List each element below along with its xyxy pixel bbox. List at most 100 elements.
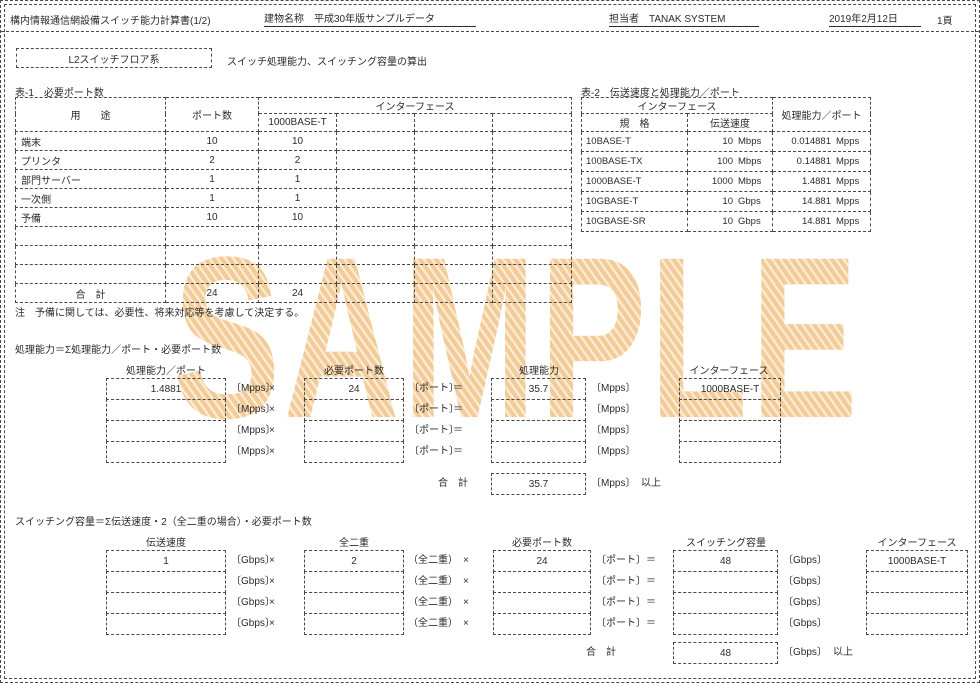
equals-operator: ＝ — [453, 446, 463, 457]
if-cell: 10 — [258, 131, 337, 151]
interface-box — [679, 420, 781, 442]
table-row: 10BASE-T 10 Mbps 0.014881 Mpps — [581, 131, 871, 152]
total-if — [492, 283, 572, 303]
if-cell — [414, 131, 493, 151]
calc1-total-value: 35.7 — [528, 478, 549, 490]
speed-unit: Gbps — [738, 216, 761, 227]
usage-cell: 端末 — [15, 131, 166, 151]
speed-unit: Mbps — [738, 136, 762, 147]
table-row: プリンタ 2 2 — [15, 150, 572, 170]
unit-gbps: 〔Gbps〕 — [231, 618, 275, 629]
interface-box — [679, 399, 781, 421]
unit-port: 〔ポート〕 — [409, 404, 459, 415]
if-cell — [336, 188, 415, 208]
calc2-head-interface: インターフェース — [877, 538, 957, 549]
if-cell: 2 — [258, 150, 337, 170]
ports-cell: 1 — [165, 169, 259, 189]
ports-box — [493, 592, 591, 614]
table1-header-ports: ポート数 — [165, 97, 259, 132]
if-cell: 1 — [258, 188, 337, 208]
ports-box — [493, 613, 591, 635]
if-cell — [492, 188, 572, 208]
capacity-value: 35.7 — [528, 383, 549, 395]
total-label: 合 計 — [586, 647, 616, 658]
if-cell — [258, 264, 337, 284]
times-operator: × — [463, 555, 469, 566]
calc1-row: 〔Mpps〕 × 〔ポート〕 ＝ 〔Mpps〕 — [1, 399, 979, 421]
table-row — [15, 264, 572, 284]
section-subtitle: スイッチ処理能力、スイッチング容量の算出 — [227, 57, 427, 68]
calc2-row: 〔Gbps〕 × （全二重） × 〔ポート〕 ＝ 〔Gbps〕 — [1, 592, 979, 614]
capacity-cell: 1.4881 Mpps — [772, 171, 871, 192]
speed-box — [106, 613, 226, 635]
standard-cell: 10GBASE-SR — [581, 211, 688, 232]
unit-gbps: 〔Gbps〕 — [231, 576, 275, 587]
standard-cell: 10BASE-T — [581, 131, 688, 152]
calc1-total-box: 35.7 — [491, 473, 586, 495]
if-cell: 1 — [258, 169, 337, 189]
speed-cell: 1000 Mbps — [687, 171, 773, 192]
interface-box — [866, 592, 968, 614]
if-cell — [336, 169, 415, 189]
times-operator: × — [269, 555, 275, 566]
table2-title: 表-2 伝送速度と処理能力／ポート — [581, 88, 740, 99]
if-cell — [414, 245, 493, 265]
table1-note: 注 予備に関しては、必要性、将来対応等を考慮して決定する。 — [15, 308, 305, 319]
duplex-box — [304, 571, 404, 593]
table-row: 100BASE-TX 100 Mbps 0.14881 Mpps — [581, 151, 871, 172]
if-cell — [336, 245, 415, 265]
if-cell — [336, 150, 415, 170]
calc2-head-duplex: 全二重 — [339, 538, 369, 549]
calc2-head-speed: 伝送速度 — [146, 538, 186, 549]
speed-unit: Mbps — [738, 156, 762, 167]
ports-box: 24 — [493, 550, 591, 572]
capacity-box — [491, 420, 586, 442]
table1-ifcol-1 — [336, 113, 415, 132]
capacity-unit: Mpps — [836, 156, 860, 167]
calc2-total-row: 合 計 48 〔Gbps〕 以上 — [1, 642, 979, 664]
standard-cell: 10GBASE-T — [581, 191, 688, 212]
unit-mpps: 〔Mpps〕 — [591, 383, 636, 394]
table-row — [15, 226, 572, 246]
ports-box — [493, 571, 591, 593]
if-cell — [492, 131, 572, 151]
if-cell — [414, 188, 493, 208]
calc1-head-ports: 必要ポート数 — [324, 366, 384, 377]
if-cell — [336, 207, 415, 227]
total-if: 24 — [258, 283, 337, 303]
calc2-head-ports: 必要ポート数 — [512, 538, 572, 549]
standard-cell: 1000BASE-T — [581, 171, 688, 192]
calc1-formula: 処理能力＝Σ処理能力／ポート・必要ポート数 — [15, 345, 222, 356]
ports-box: 24 — [304, 378, 404, 400]
if-cell — [492, 207, 572, 227]
speed-cell: 100 Mbps — [687, 151, 773, 172]
speed-box — [106, 592, 226, 614]
ports-cell: 2 — [165, 150, 259, 170]
usage-cell — [15, 264, 166, 284]
unit-gbps: 〔Gbps〕 — [783, 618, 827, 629]
capacity-box: 48 — [673, 550, 778, 572]
capacity-box — [673, 571, 778, 593]
unit-mpps: 〔Mpps〕 — [591, 478, 636, 489]
if-cell — [336, 131, 415, 151]
unit-duplex: （全二重） — [408, 618, 458, 629]
unit-mpps: 〔Mpps〕 — [231, 425, 276, 436]
date-field: 2019年2月12日 — [829, 10, 921, 27]
interface-box: 1000BASE-T — [866, 550, 968, 572]
calc2-head-capacity: スイッチング容量 — [686, 538, 766, 549]
if-cell — [414, 264, 493, 284]
if-cell — [414, 150, 493, 170]
total-suffix: 以上 — [833, 647, 853, 658]
speed-box — [106, 571, 226, 593]
if-cell — [258, 245, 337, 265]
capacity-unit: Mpps — [836, 136, 860, 147]
required-ports-table: 用 途 ポート数 インターフェース 1000BASE-T 端末 10 10 プリンタ… — [15, 97, 572, 303]
unit-mpps: 〔Mpps〕 — [231, 446, 276, 457]
calc1-head-perport: 処理能力／ポート — [126, 366, 206, 377]
equals-operator: ＝ — [453, 383, 463, 394]
if-cell — [492, 245, 572, 265]
if-cell — [492, 226, 572, 246]
interface-box — [866, 613, 968, 635]
system-name-box: L2スイッチフロア系 — [16, 48, 212, 68]
